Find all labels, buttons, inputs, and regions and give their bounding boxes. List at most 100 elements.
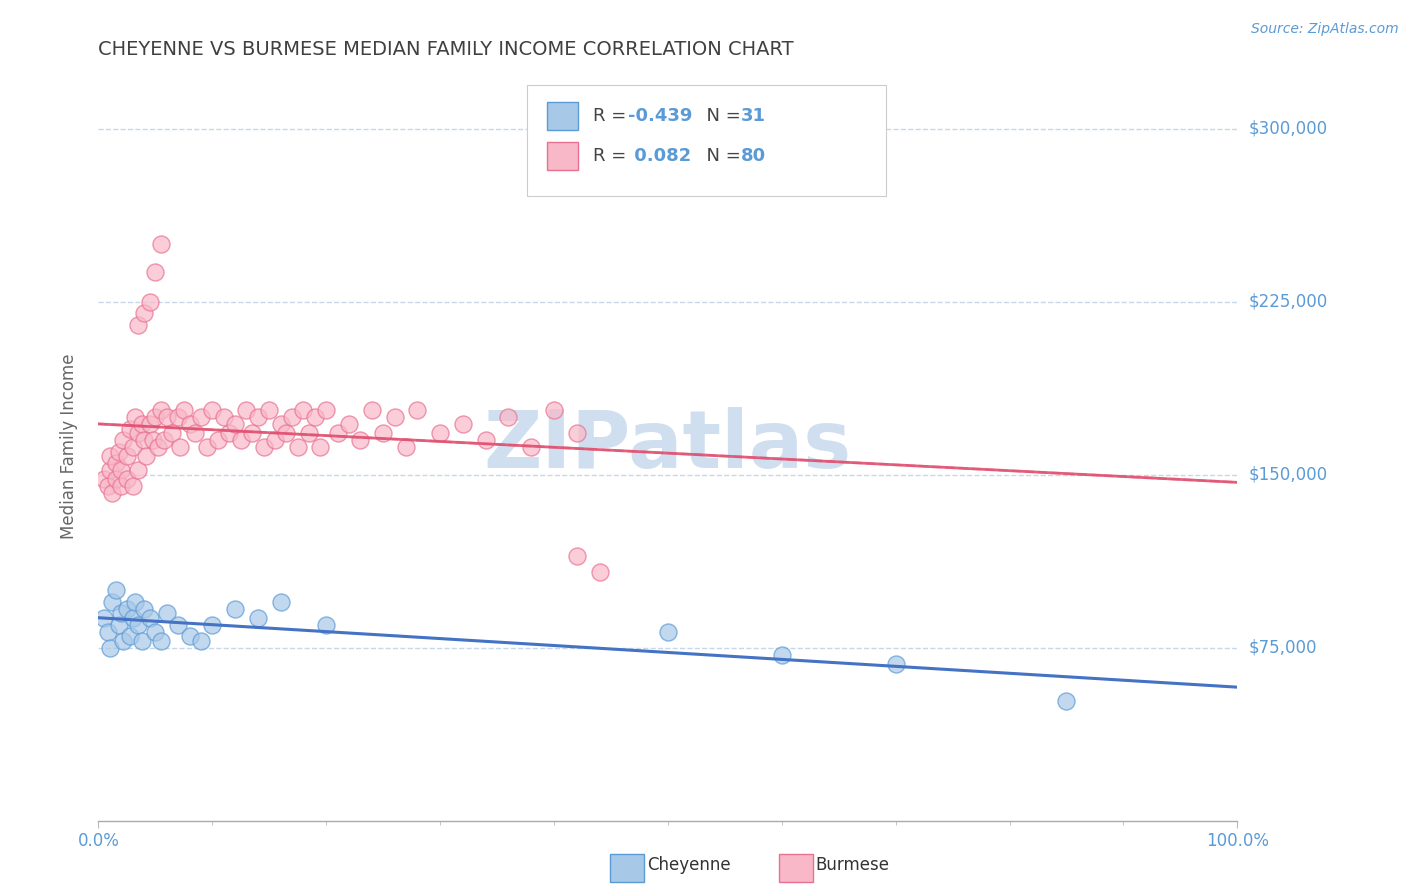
Point xyxy=(98,450,121,464)
Point xyxy=(520,440,543,454)
Point xyxy=(207,434,229,448)
Point xyxy=(132,306,155,320)
Point xyxy=(127,617,149,632)
Point xyxy=(150,633,173,648)
Point xyxy=(1054,694,1078,708)
Point xyxy=(124,410,146,425)
Point xyxy=(108,444,131,458)
Point xyxy=(96,479,118,493)
Text: 0.082: 0.082 xyxy=(628,147,692,165)
Point xyxy=(138,417,160,431)
Point xyxy=(145,410,167,425)
Point xyxy=(588,565,610,579)
Text: N =: N = xyxy=(695,107,747,125)
Point xyxy=(264,434,287,448)
Point xyxy=(246,611,269,625)
Text: N =: N = xyxy=(695,147,747,165)
Point xyxy=(115,450,138,464)
Point xyxy=(429,426,451,441)
Text: R =: R = xyxy=(593,107,633,125)
Point xyxy=(156,410,179,425)
Point xyxy=(124,594,146,608)
Point xyxy=(156,606,179,620)
Point xyxy=(98,463,121,477)
Point xyxy=(190,633,212,648)
Point xyxy=(292,403,315,417)
Point xyxy=(657,624,679,639)
Text: $150,000: $150,000 xyxy=(1249,466,1327,483)
Point xyxy=(309,440,332,454)
Point xyxy=(138,611,160,625)
Point xyxy=(132,601,155,615)
Point xyxy=(127,318,149,332)
Point xyxy=(167,617,190,632)
Point xyxy=(884,657,907,671)
Point xyxy=(224,417,246,431)
Point xyxy=(120,629,142,643)
Point xyxy=(93,472,115,486)
Text: $75,000: $75,000 xyxy=(1249,639,1317,657)
Point xyxy=(98,640,121,655)
Text: 31: 31 xyxy=(741,107,766,125)
Point xyxy=(101,594,124,608)
Point xyxy=(115,601,138,615)
Point xyxy=(150,237,173,252)
Text: CHEYENNE VS BURMESE MEDIAN FAMILY INCOME CORRELATION CHART: CHEYENNE VS BURMESE MEDIAN FAMILY INCOME… xyxy=(98,39,794,59)
Point xyxy=(110,606,132,620)
Point xyxy=(150,403,173,417)
Text: Cheyenne: Cheyenne xyxy=(647,856,730,874)
Point xyxy=(218,426,240,441)
Point xyxy=(179,629,201,643)
Point xyxy=(104,583,127,598)
Point xyxy=(115,472,138,486)
Point xyxy=(131,633,153,648)
Point xyxy=(169,440,191,454)
Point xyxy=(201,403,224,417)
Point xyxy=(451,417,474,431)
Point xyxy=(326,426,349,441)
Point xyxy=(93,611,115,625)
Text: $225,000: $225,000 xyxy=(1249,293,1327,311)
Point xyxy=(287,440,309,454)
Point xyxy=(131,417,153,431)
Point xyxy=(371,426,394,441)
Point xyxy=(112,633,135,648)
Point xyxy=(127,463,149,477)
Point xyxy=(104,456,127,470)
Point xyxy=(337,417,360,431)
Point xyxy=(195,440,218,454)
Text: R =: R = xyxy=(593,147,633,165)
Text: -0.439: -0.439 xyxy=(628,107,693,125)
Point xyxy=(104,472,127,486)
Text: Burmese: Burmese xyxy=(815,856,890,874)
Point xyxy=(142,434,165,448)
Point xyxy=(360,403,382,417)
Point xyxy=(112,434,135,448)
Text: $300,000: $300,000 xyxy=(1249,120,1327,138)
Point xyxy=(121,440,143,454)
Point xyxy=(162,426,184,441)
Point xyxy=(127,426,149,441)
Point xyxy=(96,624,118,639)
Point xyxy=(235,403,257,417)
Point xyxy=(224,601,246,615)
Point xyxy=(138,294,160,309)
Point xyxy=(281,410,304,425)
Point xyxy=(246,410,269,425)
Point xyxy=(298,426,321,441)
Point xyxy=(349,434,371,448)
Point xyxy=(108,617,131,632)
Point xyxy=(173,403,195,417)
Point xyxy=(240,426,263,441)
Point xyxy=(132,434,155,448)
Point xyxy=(145,265,167,279)
Point xyxy=(146,440,169,454)
Point xyxy=(270,417,292,431)
Point xyxy=(384,410,406,425)
Point xyxy=(135,450,157,464)
Point xyxy=(121,479,143,493)
Point xyxy=(252,440,274,454)
Point xyxy=(543,403,565,417)
Point xyxy=(121,611,143,625)
Text: Source: ZipAtlas.com: Source: ZipAtlas.com xyxy=(1251,22,1399,37)
